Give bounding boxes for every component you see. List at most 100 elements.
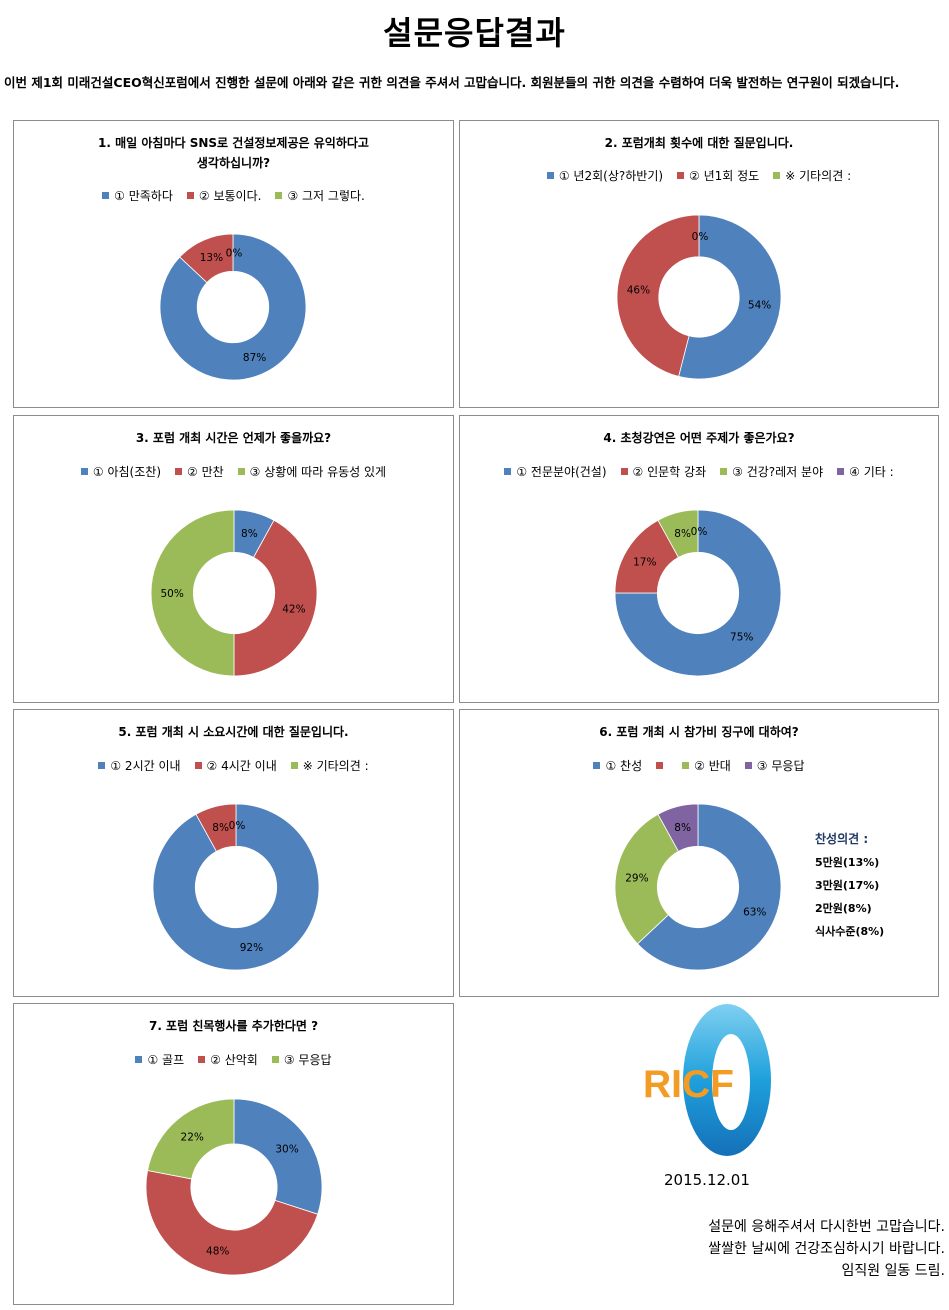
data-label: 29% (625, 872, 648, 884)
legend-label: ① 골프 (147, 1053, 185, 1067)
donut-segment (145, 1170, 319, 1276)
legend-label: ① 만족하다 (114, 189, 173, 203)
data-label: 8% (674, 822, 691, 834)
legend-item: ② 인문학 강좌 (620, 463, 707, 480)
donut-segment (678, 214, 782, 380)
legend-swatch (504, 468, 512, 475)
legend-swatch (135, 1056, 143, 1063)
donut-segment (614, 813, 679, 945)
chart-title: 1. 매일 아침마다 SNS로 건설정보제공은 유익하다고 생각하십니까? (14, 133, 453, 173)
legend-swatch (80, 468, 88, 475)
donut-chart: 87% 13% 0% (159, 233, 307, 381)
legend-item: ③ 그저 그렇다. (275, 187, 365, 204)
survey-panel-3: 3. 포럼 개최 시간은 언제가 좋을까요? ① 아침(조찬) ② 만찬 ③ 상황에… (13, 415, 454, 703)
legend-item: ① 년2회(상?하반기) (546, 167, 663, 184)
legend-item: ② 보통이다. (186, 187, 261, 204)
data-label: 92% (240, 942, 263, 954)
legend-label: ③ 무응답 (756, 759, 805, 773)
legend-item: ② 년1회 정도 (677, 167, 759, 184)
closing-line: 쌀쌀한 날씨에 건강조심하시기 바랍니다. (708, 1241, 945, 1257)
chart-title: 5. 포럼 개최 시 소요시간에 대한 질문입니다. (118, 725, 349, 739)
data-label: 13% (200, 252, 223, 264)
legend-swatch (186, 192, 194, 199)
legend-label: ① 찬성 (605, 759, 643, 773)
chart-legend: ① 아침(조찬) ② 만찬 ③ 상황에 따라 유동성 있게 (14, 463, 453, 480)
legend-label: ② 산악회 (210, 1053, 258, 1067)
donut-segment (159, 233, 307, 381)
donut-chart: 54% 46% 0% (616, 214, 782, 380)
legend-item: ② 반대 (682, 757, 731, 774)
legend-label: ② 만찬 (187, 465, 224, 479)
legend-swatch (175, 468, 183, 475)
approval-opinions-heading: 찬성의견 : (815, 832, 869, 846)
legend-item: ① 2시간 이내 (98, 757, 181, 774)
chart-legend: ① 찬성 ② 반대 ③ 무응답 (460, 757, 938, 774)
legend-swatch (194, 762, 202, 769)
chart-title-line-2: 생각하십니까? (196, 156, 271, 170)
donut-segment (147, 1098, 235, 1180)
legend-swatch (656, 762, 664, 769)
legend-swatch (237, 468, 245, 475)
legend-swatch (98, 762, 106, 769)
data-label: 8% (212, 822, 229, 834)
chart-title: 7. 포럼 친목행사를 추가한다면 ? (148, 1019, 319, 1033)
approval-opinion-item: 식사수준(8%) (815, 925, 885, 938)
approval-opinion-item: 3만원(17%) (815, 879, 880, 892)
legend-label: ① 2시간 이내 (110, 759, 181, 773)
chart-legend: ① 전문분야(건설) ② 인문학 강좌 ③ 건강?레저 분야 ④ 기타 : (460, 463, 938, 480)
donut-chart: 30% 48% 22% (145, 1098, 323, 1276)
legend-item: ① 만족하다 (102, 187, 173, 204)
legend-label: ① 아침(조찬) (92, 465, 162, 479)
legend-label: ③ 건강?레저 분야 (732, 465, 824, 479)
chart-legend: ① 2시간 이내 ② 4시간 이내 ※ 기타의견 : (14, 757, 453, 774)
data-label: 48% (206, 1246, 229, 1258)
legend-label: ※ 기타의견 : (302, 759, 369, 773)
donut-segment (152, 803, 320, 971)
data-label: 46% (627, 284, 650, 296)
data-label: 0% (229, 820, 246, 832)
approval-opinion-item: 5만원(13%) (815, 856, 880, 869)
donut-segment (150, 509, 235, 677)
chart-title: 6. 포럼 개최 시 참가비 징구에 대하여? (599, 725, 799, 739)
legend-item: ② 만찬 (175, 463, 224, 480)
approval-opinions: 찬성의견 : 5만원(13%) 3만원(17%) 2만원(8%) 식사수준(8%… (815, 828, 884, 943)
chart-legend: ① 년2회(상?하반기) ② 년1회 정도 ※ 기타의견 : (460, 167, 938, 184)
data-label: 8% (241, 528, 258, 540)
donut-segment (195, 803, 237, 852)
donut-segment (233, 1098, 323, 1215)
chart-title: 4. 초청강연은 어떤 주제가 좋은가요? (603, 431, 795, 445)
legend-swatch (102, 192, 110, 199)
donut-segment (233, 519, 318, 677)
donut-chart: 63% 29% 8% (614, 803, 782, 971)
donut-segment (657, 509, 699, 558)
page-title: 설문응답결과 (383, 14, 566, 52)
survey-panel-7: 7. 포럼 친목행사를 추가한다면 ? ① 골프 ② 산악회 ③ 무응답 30% 48… (13, 1003, 454, 1305)
legend-swatch (773, 172, 781, 179)
data-label: 0% (692, 231, 709, 243)
data-label: 63% (743, 907, 766, 919)
data-label: 22% (181, 1131, 204, 1143)
legend-item: ④ 기타 : (837, 463, 894, 480)
legend-swatch (720, 468, 728, 475)
legend-item: ① 아침(조찬) (80, 463, 162, 480)
legend-swatch (744, 762, 752, 769)
legend-item (656, 759, 668, 773)
legend-item: ※ 기타의견 : (773, 167, 851, 184)
donut-chart: 75% 17% 8% 0% (614, 509, 782, 677)
survey-date: 2015.12.01 (664, 1171, 750, 1189)
legend-swatch (837, 468, 845, 475)
legend-swatch (677, 172, 685, 179)
legend-label: ※ 기타의견 : (785, 169, 852, 183)
survey-panel-2: 2. 포럼개최 횟수에 대한 질문입니다. ① 년2회(상?하반기) ② 년1회 … (459, 120, 939, 408)
survey-panel-6: 6. 포럼 개최 시 참가비 징구에 대하여? ① 찬성 ② 반대 ③ 무응답 63… (459, 709, 939, 997)
survey-panel-1: 1. 매일 아침마다 SNS로 건설정보제공은 유익하다고 생각하십니까? ① … (13, 120, 454, 408)
legend-item: ③ 무응답 (744, 757, 805, 774)
data-label: 17% (633, 557, 656, 569)
legend-swatch (682, 762, 690, 769)
logo-lettering: RICF (643, 1063, 734, 1106)
legend-label: ① 전문분야(건설) (516, 465, 607, 479)
legend-swatch (271, 1056, 279, 1063)
data-label: 50% (160, 588, 183, 600)
closing-line: 설문에 응해주셔서 다시한번 고맙습니다. (708, 1219, 945, 1235)
legend-label: ② 인문학 강좌 (632, 465, 707, 479)
